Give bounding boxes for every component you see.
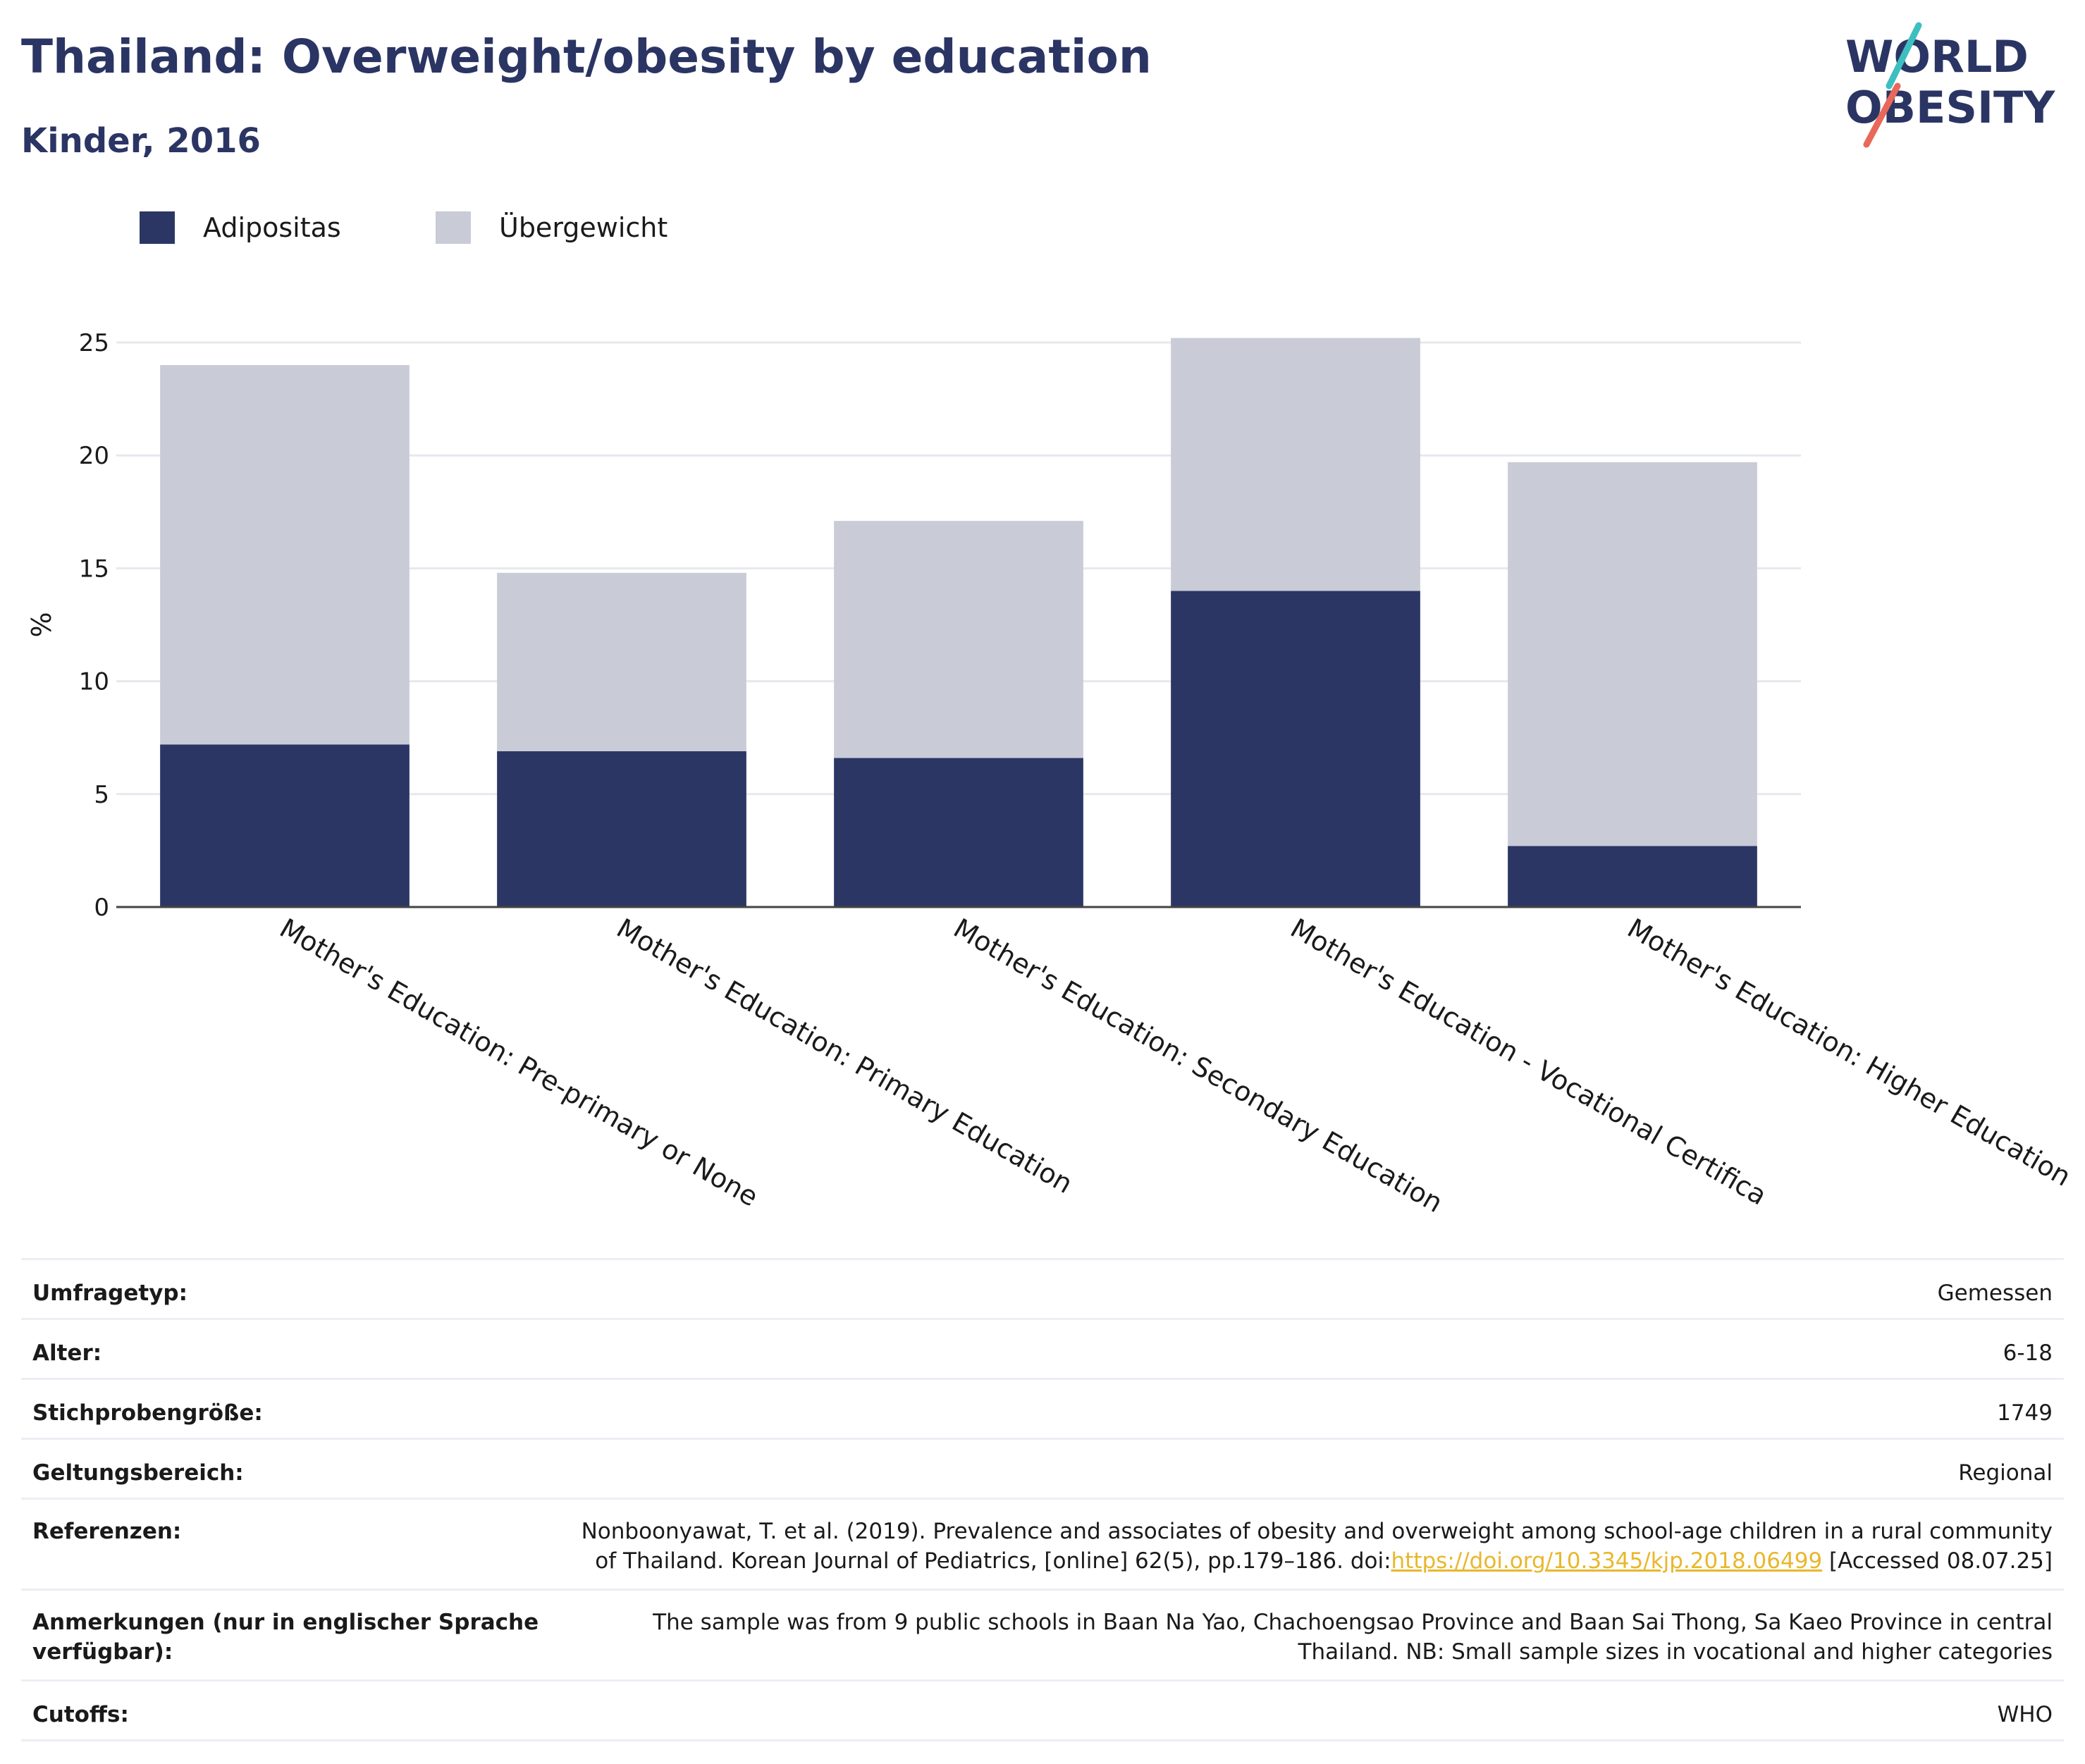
meta-row-sample-size: Stichprobengröße: 1749: [21, 1378, 2064, 1440]
stacked-bar-chart: Adipositas Übergewicht 0510152025%Mother'…: [26, 211, 2076, 1219]
legend-swatch-overweight: [436, 211, 471, 244]
bar-obesity: [1508, 846, 1757, 907]
meta-row-notes: Anmerkungen (nur in englischer Sprache v…: [21, 1589, 2064, 1682]
meta-row-age: Alter: 6-18: [21, 1318, 2064, 1380]
y-tick-label: 15: [79, 555, 109, 583]
meta-key: Anmerkungen (nur in englischer Sprache v…: [21, 1589, 551, 1682]
meta-row-references: Referenzen: Nonboonyawat, T. et al. (201…: [21, 1498, 2064, 1591]
meta-key: Alter:: [21, 1318, 551, 1380]
meta-value: Regional: [551, 1438, 2064, 1500]
meta-value: 6-18: [551, 1318, 2064, 1380]
legend: Adipositas Übergewicht: [140, 211, 668, 244]
meta-row-survey-type: Umfragetyp: Gemessen: [21, 1258, 2064, 1320]
meta-row-coverage: Geltungsbereich: Regional: [21, 1438, 2064, 1500]
y-tick-label: 25: [79, 329, 109, 357]
bars: [160, 338, 1757, 907]
bar-obesity: [1171, 591, 1420, 907]
bar-obesity: [497, 751, 746, 907]
bar-overweight: [160, 365, 410, 745]
legend-swatch-obesity: [140, 211, 175, 244]
logo-slash-teal: [1886, 22, 1922, 90]
world-obesity-logo: WORLD OBESITY: [1845, 22, 2055, 148]
bar-overweight: [834, 521, 1083, 758]
meta-value: 1749: [551, 1378, 2064, 1440]
metadata-table: Umfragetyp: Gemessen Alter: 6-18 Stichpr…: [21, 1258, 2064, 1741]
bar-obesity: [834, 758, 1083, 907]
legend-label: Übergewicht: [499, 212, 668, 243]
meta-key: Umfragetyp:: [21, 1258, 551, 1320]
y-tick-label: 10: [79, 668, 109, 696]
meta-value: Gemessen: [551, 1258, 2064, 1320]
meta-key: Stichprobengröße:: [21, 1378, 551, 1440]
reference-citation: Nonboonyawat, T. et al. (2019). Prevalen…: [581, 1519, 2053, 1574]
bar-overweight: [1508, 462, 1757, 846]
meta-key: Cutoffs:: [21, 1679, 551, 1741]
y-axis-label: %: [26, 612, 57, 637]
meta-row-cutoffs: Cutoffs: WHO: [21, 1679, 2064, 1741]
y-tick-label: 20: [79, 442, 109, 470]
meta-key: Geltungsbereich:: [21, 1438, 551, 1500]
y-tick-label: 5: [94, 781, 109, 809]
bar-overweight: [1171, 338, 1420, 591]
logo-slash-coral: [1863, 82, 1901, 148]
bar-overweight: [497, 572, 746, 751]
y-tick-label: 0: [94, 894, 109, 922]
reference-text: Nonboonyawat, T. et al. (2019). Prevalen…: [551, 1498, 2064, 1591]
reference-accessed: [Accessed 08.07.25]: [1822, 1548, 2053, 1574]
logo-word-world: WORLD: [1845, 31, 2029, 82]
meta-key: Referenzen:: [21, 1498, 551, 1591]
chart-title: Thailand: Overweight/obesity by educatio…: [21, 30, 1152, 84]
doi-link[interactable]: https://doi.org/10.3345/kjp.2018.06499: [1391, 1548, 1823, 1574]
legend-label: Adipositas: [203, 212, 341, 243]
meta-value: The sample was from 9 public schools in …: [551, 1589, 2064, 1682]
meta-value: WHO: [551, 1679, 2064, 1741]
chart-subtitle: Kinder, 2016: [21, 121, 261, 161]
bar-obesity: [160, 744, 410, 907]
